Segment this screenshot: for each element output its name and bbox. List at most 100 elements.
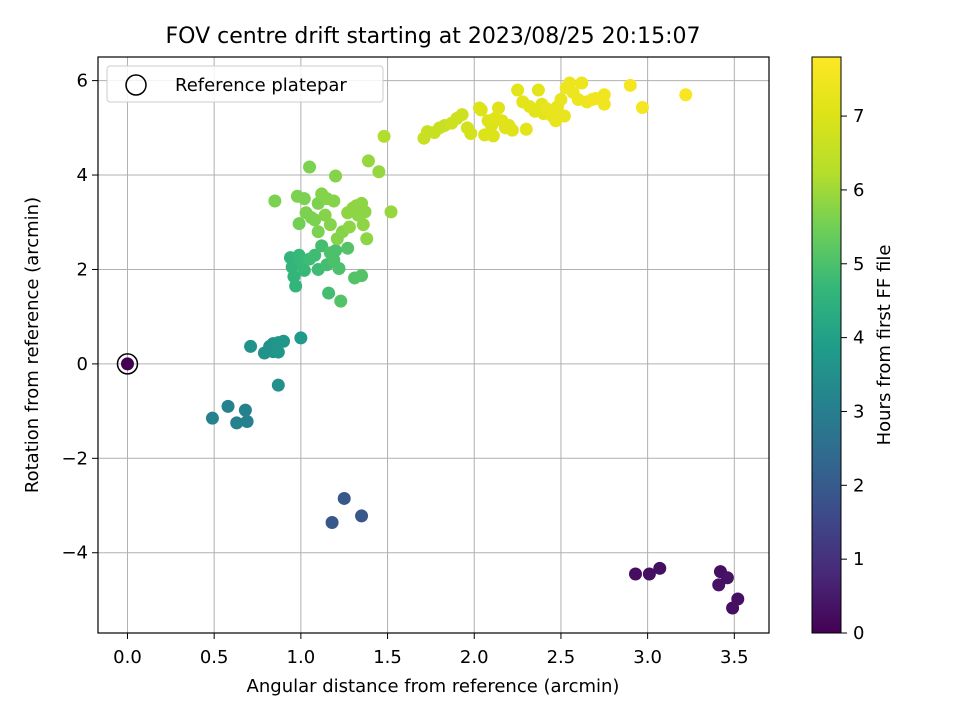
data-point (511, 83, 525, 97)
colorbar-tick-label: 3 (853, 401, 864, 422)
data-point (303, 160, 317, 174)
data-point (384, 205, 398, 219)
colorbar-label: Hours from first FF file (874, 245, 895, 446)
data-point (271, 345, 285, 359)
reference-point (120, 357, 134, 371)
data-point (315, 239, 329, 253)
data-point (230, 416, 244, 430)
x-axis-label: Angular distance from reference (arcmin) (247, 676, 620, 697)
data-point (332, 262, 346, 276)
data-point (240, 414, 254, 428)
x-axis-ticks: 0.0 0.5 1.0 1.5 2.0 2.5 3.0 3.5 (113, 633, 749, 668)
legend-entry-reference: Reference platepar (175, 75, 347, 96)
y-tick-label: 4 (77, 165, 88, 186)
y-tick-label: 0 (77, 354, 88, 375)
data-point (355, 269, 369, 283)
x-tick-label: 1.0 (287, 647, 316, 668)
x-tick-label: 2.0 (460, 647, 489, 668)
data-point (289, 279, 303, 293)
data-point (355, 509, 369, 523)
data-point (531, 83, 545, 97)
data-point (628, 567, 642, 581)
data-point (308, 248, 322, 262)
y-tick-label: −4 (61, 543, 88, 564)
data-point (238, 403, 252, 417)
data-point (361, 154, 375, 168)
y-axis-ticks: −4 −2 0 2 4 6 (61, 71, 98, 564)
data-point (329, 169, 343, 183)
data-point (597, 97, 611, 111)
data-point (337, 491, 351, 505)
data-point (372, 165, 386, 179)
data-point (554, 92, 568, 106)
data-point (308, 213, 322, 227)
chart-title: FOV centre drift starting at 2023/08/25 … (166, 24, 701, 49)
data-point (731, 592, 745, 606)
data-point (322, 286, 336, 300)
data-point (292, 217, 306, 231)
grid-lines (98, 57, 769, 633)
colorbar-ticks: 0 1 2 3 4 5 6 7 (841, 106, 864, 644)
data-point (635, 101, 649, 115)
data-point (377, 129, 391, 143)
data-point (205, 411, 219, 425)
data-point (653, 561, 667, 575)
data-point (519, 122, 533, 136)
colorbar-tick-label: 2 (853, 475, 864, 496)
data-point (679, 88, 693, 102)
x-tick-label: 1.5 (373, 647, 402, 668)
data-point (277, 334, 291, 348)
reference-ring (116, 353, 139, 375)
data-point (294, 331, 308, 345)
x-tick-label: 0.5 (200, 647, 229, 668)
data-point (575, 76, 589, 90)
data-point (464, 126, 478, 140)
data-point (486, 129, 500, 143)
data-point (271, 378, 285, 392)
y-axis-label: Rotation from reference (arcmin) (22, 197, 43, 493)
data-point (297, 263, 311, 277)
data-point (358, 205, 372, 219)
data-point (720, 571, 734, 585)
data-point (623, 78, 637, 92)
colorbar-tick-label: 7 (853, 106, 864, 127)
legend-box (106, 65, 384, 103)
x-tick-label: 3.0 (633, 647, 662, 668)
data-point (360, 232, 374, 246)
data-point (327, 194, 341, 208)
data-point (492, 101, 506, 115)
data-point (334, 294, 348, 308)
colorbar-tick-label: 6 (853, 180, 864, 201)
data-point (642, 567, 656, 581)
reference-marker (116, 353, 139, 375)
data-point (505, 123, 519, 137)
colorbar-tick-label: 0 (853, 623, 864, 644)
data-point (311, 225, 325, 239)
plot-frame (97, 56, 770, 634)
colorbar-tick-label: 1 (853, 549, 864, 570)
data-point (474, 103, 488, 117)
colorbar (811, 56, 842, 634)
data-points (205, 76, 745, 615)
x-tick-label: 0.0 (113, 647, 142, 668)
data-point (712, 578, 726, 592)
data-point (329, 244, 343, 258)
data-point (356, 218, 370, 232)
data-point (268, 194, 282, 208)
data-point (244, 339, 258, 353)
x-tick-label: 2.5 (547, 647, 576, 668)
y-tick-label: −2 (61, 448, 88, 469)
data-point (597, 88, 611, 102)
colorbar-tick-label: 5 (853, 254, 864, 275)
legend: Reference platepar (106, 65, 384, 103)
colorbar-tick-label: 4 (853, 328, 864, 349)
data-point (221, 399, 235, 413)
y-tick-label: 6 (77, 71, 88, 92)
data-point (325, 516, 339, 530)
data-point (297, 192, 311, 206)
legend-marker-reference (125, 74, 147, 96)
data-point (455, 108, 469, 122)
data-point (342, 220, 356, 234)
data-point (341, 241, 355, 255)
